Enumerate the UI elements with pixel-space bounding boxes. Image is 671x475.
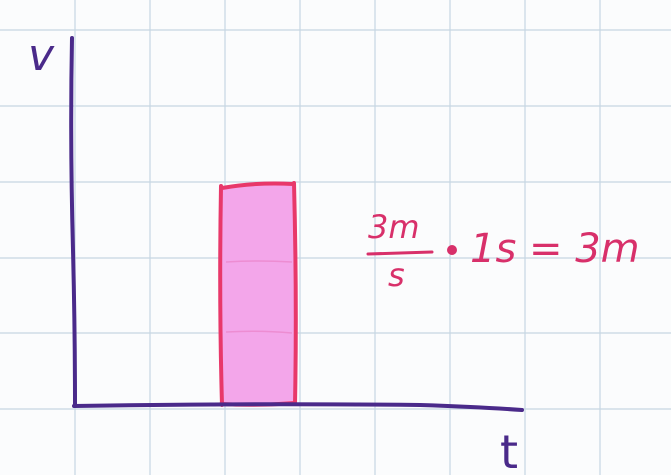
area-fill xyxy=(221,184,295,405)
area-inner-strokes xyxy=(225,260,293,334)
area-outline xyxy=(218,181,298,407)
x-axis-line xyxy=(72,402,524,412)
y-axis-label: v xyxy=(28,30,55,81)
y-axis-line xyxy=(69,36,77,408)
area-equation: 3m s 1s = 3m xyxy=(366,208,640,294)
equation-numerator: 3m xyxy=(368,208,420,246)
equation-rest: 1s = 3m xyxy=(470,226,640,272)
equation-fraction-bar xyxy=(366,250,434,256)
x-axis-label: t xyxy=(500,425,518,475)
equation-multiply-dot xyxy=(447,245,457,255)
equation-denominator: s xyxy=(388,256,405,294)
area-rectangle xyxy=(218,181,298,407)
